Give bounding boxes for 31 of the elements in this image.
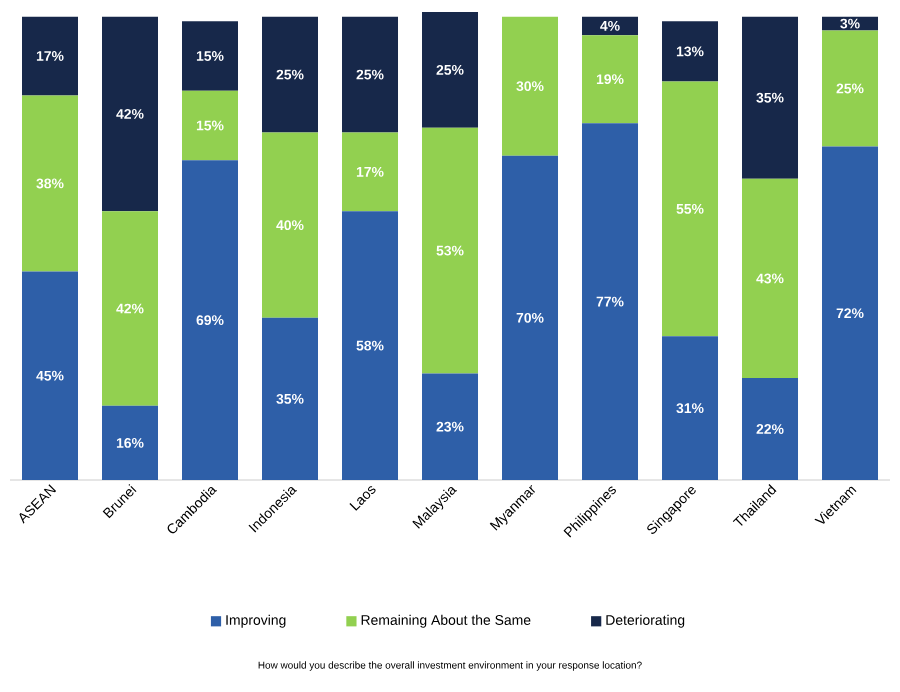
bar (742, 178, 799, 379)
bar (582, 35, 639, 124)
bar (662, 336, 719, 480)
bar (822, 16, 879, 31)
bar (742, 16, 799, 179)
bar (822, 146, 879, 480)
bar (822, 30, 879, 147)
bar (422, 11, 479, 128)
bar (342, 16, 399, 133)
bar (422, 127, 479, 374)
bar (102, 405, 158, 480)
bar (182, 90, 238, 161)
bar (502, 155, 559, 480)
bar (742, 378, 799, 480)
bar (182, 21, 238, 91)
bar (262, 317, 318, 480)
bar (262, 16, 318, 133)
bar (182, 160, 238, 480)
bar (662, 81, 719, 337)
bar (102, 16, 158, 212)
bar (22, 95, 78, 272)
bar (422, 373, 479, 480)
bar (662, 21, 719, 82)
bar (102, 211, 158, 406)
bar (342, 132, 399, 212)
bar (22, 271, 78, 480)
bar (22, 16, 78, 96)
bar (342, 211, 399, 480)
bar (582, 123, 639, 480)
bar (262, 132, 318, 318)
bar (502, 16, 559, 156)
